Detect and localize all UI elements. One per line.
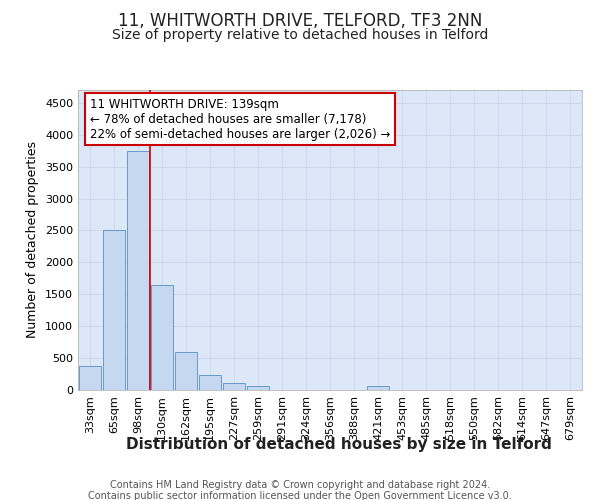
- Text: Contains public sector information licensed under the Open Government Licence v3: Contains public sector information licen…: [88, 491, 512, 500]
- Text: Size of property relative to detached houses in Telford: Size of property relative to detached ho…: [112, 28, 488, 42]
- Text: 11, WHITWORTH DRIVE, TELFORD, TF3 2NN: 11, WHITWORTH DRIVE, TELFORD, TF3 2NN: [118, 12, 482, 30]
- Bar: [151, 284, 173, 390]
- Bar: [175, 352, 197, 390]
- Bar: [367, 386, 389, 390]
- Bar: [79, 366, 101, 390]
- Text: Contains HM Land Registry data © Crown copyright and database right 2024.: Contains HM Land Registry data © Crown c…: [110, 480, 490, 490]
- Y-axis label: Number of detached properties: Number of detached properties: [26, 142, 40, 338]
- Bar: [127, 150, 149, 390]
- Text: Distribution of detached houses by size in Telford: Distribution of detached houses by size …: [126, 438, 552, 452]
- Bar: [223, 384, 245, 390]
- Bar: [199, 374, 221, 390]
- Bar: [103, 230, 125, 390]
- Text: 11 WHITWORTH DRIVE: 139sqm
← 78% of detached houses are smaller (7,178)
22% of s: 11 WHITWORTH DRIVE: 139sqm ← 78% of deta…: [90, 98, 391, 140]
- Bar: [247, 386, 269, 390]
